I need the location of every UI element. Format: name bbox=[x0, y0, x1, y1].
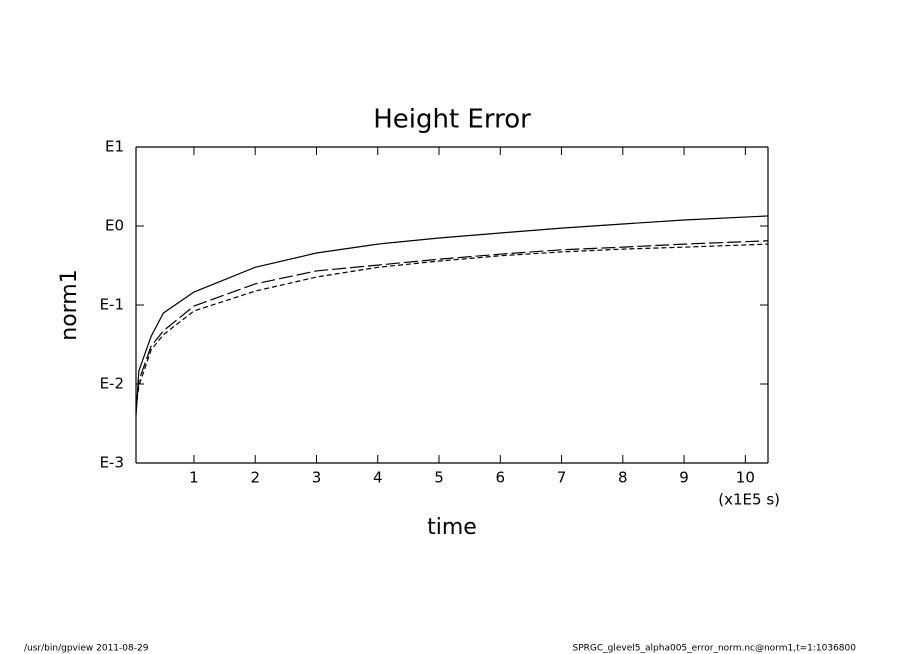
footer-left: /usr/bin/gpview 2011-08-29 bbox=[24, 644, 149, 654]
y-axis-label: norm1 bbox=[57, 269, 82, 341]
x-tick-label: 3 bbox=[312, 469, 322, 487]
x-tick-label: 4 bbox=[373, 469, 383, 487]
x-unit-label: (x1E5 s) bbox=[718, 491, 780, 509]
series-line bbox=[135, 243, 769, 408]
y-tick-label: E0 bbox=[105, 217, 124, 235]
y-tick-label: E1 bbox=[105, 138, 124, 156]
series-line bbox=[135, 215, 769, 416]
y-tick-label: E-3 bbox=[100, 454, 124, 472]
x-tick-label: 9 bbox=[679, 469, 689, 487]
x-tick-label: 10 bbox=[736, 469, 755, 487]
y-tick-label: E-1 bbox=[100, 296, 124, 314]
x-tick-label: 1 bbox=[189, 469, 199, 487]
chart-title: Height Error bbox=[373, 105, 531, 135]
x-tick-label: 2 bbox=[250, 469, 260, 487]
series-line bbox=[135, 240, 769, 412]
x-axis-label: time bbox=[427, 515, 477, 540]
x-tick-label: 5 bbox=[434, 469, 444, 487]
x-tick-label: 8 bbox=[618, 469, 628, 487]
y-tick-label: E-2 bbox=[100, 375, 124, 393]
x-tick-label: 6 bbox=[496, 469, 506, 487]
footer-right: SPRGC_glevel5_alpha005_error_norm.nc@nor… bbox=[573, 644, 857, 654]
x-tick-label: 7 bbox=[557, 469, 567, 487]
